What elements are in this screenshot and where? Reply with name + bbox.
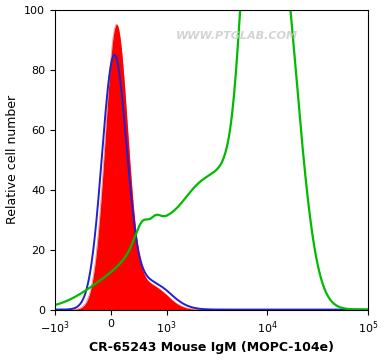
Text: WWW.PTGLAB.COM: WWW.PTGLAB.COM (175, 31, 298, 41)
Y-axis label: Relative cell number: Relative cell number (5, 95, 18, 224)
X-axis label: CR-65243 Mouse IgM (MOPC-104e): CR-65243 Mouse IgM (MOPC-104e) (89, 341, 334, 355)
